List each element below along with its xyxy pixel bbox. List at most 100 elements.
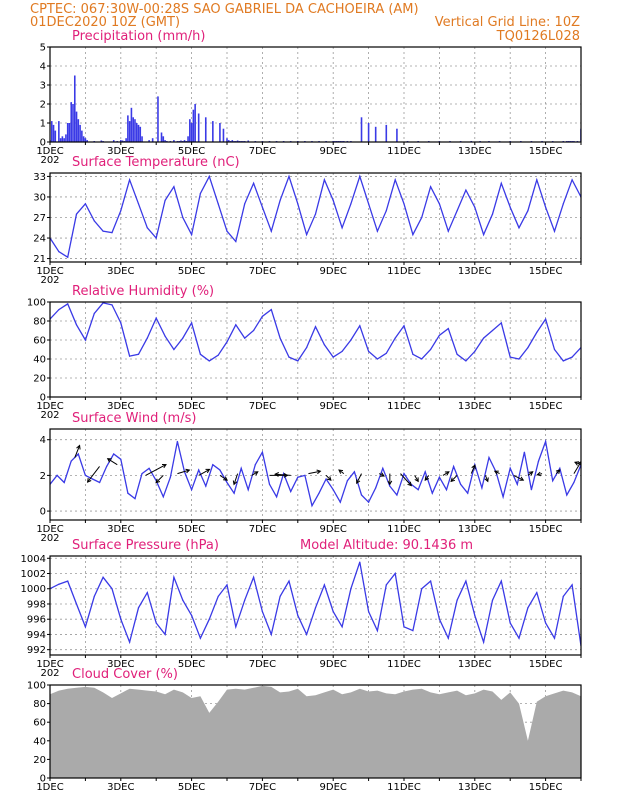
humidity-point	[447, 328, 449, 330]
temperature-xlabel: 5DEC	[178, 266, 205, 277]
pressure-point	[67, 580, 69, 582]
temperature-point	[191, 234, 193, 236]
pressure-point	[518, 637, 520, 639]
wind-arrowhead	[253, 471, 259, 476]
pressure-ytick-label: 998	[27, 599, 46, 610]
humidity-point	[323, 344, 325, 346]
humidity-point	[341, 350, 343, 352]
humidity-point	[509, 356, 511, 358]
pressure-point	[208, 618, 210, 620]
panels-group: Precipitation (mm/h) 0 1 2 3 4 5 1DEC 3DEC 5DEC 7D…	[21, 29, 582, 793]
wind-arrowhead	[326, 476, 332, 481]
temperature-point	[323, 179, 325, 181]
cloud-data	[50, 685, 581, 778]
wind-point	[169, 476, 171, 478]
cloud-ytick-label: 60	[33, 718, 46, 729]
cloud-ytick-label: 20	[33, 755, 46, 766]
temperature-point	[527, 210, 529, 212]
precip-ytick-label: 3	[40, 81, 46, 92]
pressure-point	[571, 584, 573, 586]
pressure-point	[465, 580, 467, 582]
wind-point	[297, 476, 299, 478]
wind-point	[134, 498, 136, 500]
pressure-year-fragment: 202	[40, 668, 59, 679]
precip-bar	[52, 124, 55, 142]
wind-arrow	[400, 473, 412, 486]
temperature-xlabel: 3DEC	[107, 266, 134, 277]
precip-bar	[367, 123, 370, 142]
temperature-point	[368, 203, 370, 205]
precip-bar	[194, 104, 196, 142]
precip-bar	[374, 126, 377, 142]
wind-point	[368, 501, 370, 503]
precip-frame	[49, 46, 582, 143]
wind-arrowhead	[316, 469, 322, 475]
pressure-point	[527, 607, 529, 609]
precip-bar	[148, 140, 150, 142]
wind-arrowhead	[414, 477, 419, 483]
cloud-xlabel: 15DEC	[529, 782, 563, 793]
wind-point	[226, 481, 228, 484]
temperature-point	[509, 206, 511, 208]
wind-arrowhead	[493, 470, 499, 475]
wind-ytick-label: 2	[40, 471, 46, 482]
wind-point	[530, 489, 533, 491]
temperature-panel: Surface Temperature (nC) 21 24 27 30 33 1DEC 3D…	[33, 155, 582, 286]
precip-xlabel: 11DEC	[387, 146, 421, 157]
wind-arrow	[513, 474, 524, 481]
wind-arrow	[414, 475, 419, 482]
wind-point	[276, 496, 278, 498]
precip-bar	[227, 140, 230, 142]
cloud-ytick-label: 0	[40, 774, 46, 785]
precip-bar	[197, 113, 200, 142]
wind-point	[268, 483, 271, 485]
wind-arrowhead	[484, 477, 489, 483]
cloud-xlabel: 1DEC	[36, 782, 63, 793]
wind-point	[113, 453, 115, 455]
precip-bar	[77, 119, 80, 142]
temperature-xlabel: 7DEC	[249, 266, 276, 277]
wind-xlabel: 5DEC	[178, 524, 205, 535]
pressure-ytick-label: 994	[27, 630, 46, 641]
cloud-title: Cloud Cover (%)	[72, 667, 178, 682]
precip-bar	[219, 123, 221, 142]
wind-point	[304, 474, 306, 476]
wind-arrow	[107, 458, 118, 466]
pressure-annotation: Model Altitude: 90.1436 m	[300, 538, 473, 553]
wind-point	[545, 440, 547, 443]
humidity-point	[155, 317, 157, 319]
temperature-point	[182, 216, 184, 219]
pressure-point	[253, 576, 255, 578]
wind-arrowhead	[444, 471, 450, 476]
temperature-xlabel: 9DEC	[320, 266, 347, 277]
wind-arrow	[74, 445, 81, 458]
humidity-point	[412, 353, 414, 355]
temperature-point	[332, 199, 334, 201]
precip-bar	[192, 109, 195, 142]
precip-bar	[86, 140, 88, 142]
wind-arrow	[87, 466, 100, 483]
pressure-point	[421, 588, 423, 590]
humidity-point	[93, 312, 95, 314]
wind-point	[346, 480, 348, 482]
humidity-xlabel: 15DEC	[529, 401, 563, 412]
precip-xlabel: 13DEC	[458, 146, 492, 157]
temperature-point	[438, 203, 440, 205]
precip-bar	[183, 140, 186, 142]
pressure-panel: Surface Pressure (hPa) Model Altitude: 90…	[21, 538, 582, 679]
humidity-point	[368, 350, 370, 352]
temperature-point	[67, 256, 69, 258]
wind-year-fragment: 202	[40, 533, 59, 544]
pressure-title: Surface Pressure (hPa)	[72, 538, 219, 553]
pressure-point	[350, 588, 352, 590]
humidity-point	[137, 353, 140, 355]
wind-arrow	[470, 465, 476, 474]
wind-ytick-label: 4	[40, 435, 46, 446]
pressure-point	[412, 630, 414, 632]
precip-bar	[180, 140, 182, 142]
humidity-point	[332, 356, 334, 358]
temperature-point	[483, 234, 485, 236]
precip-bar	[135, 123, 138, 142]
wind-ytick-label: 0	[40, 507, 46, 518]
